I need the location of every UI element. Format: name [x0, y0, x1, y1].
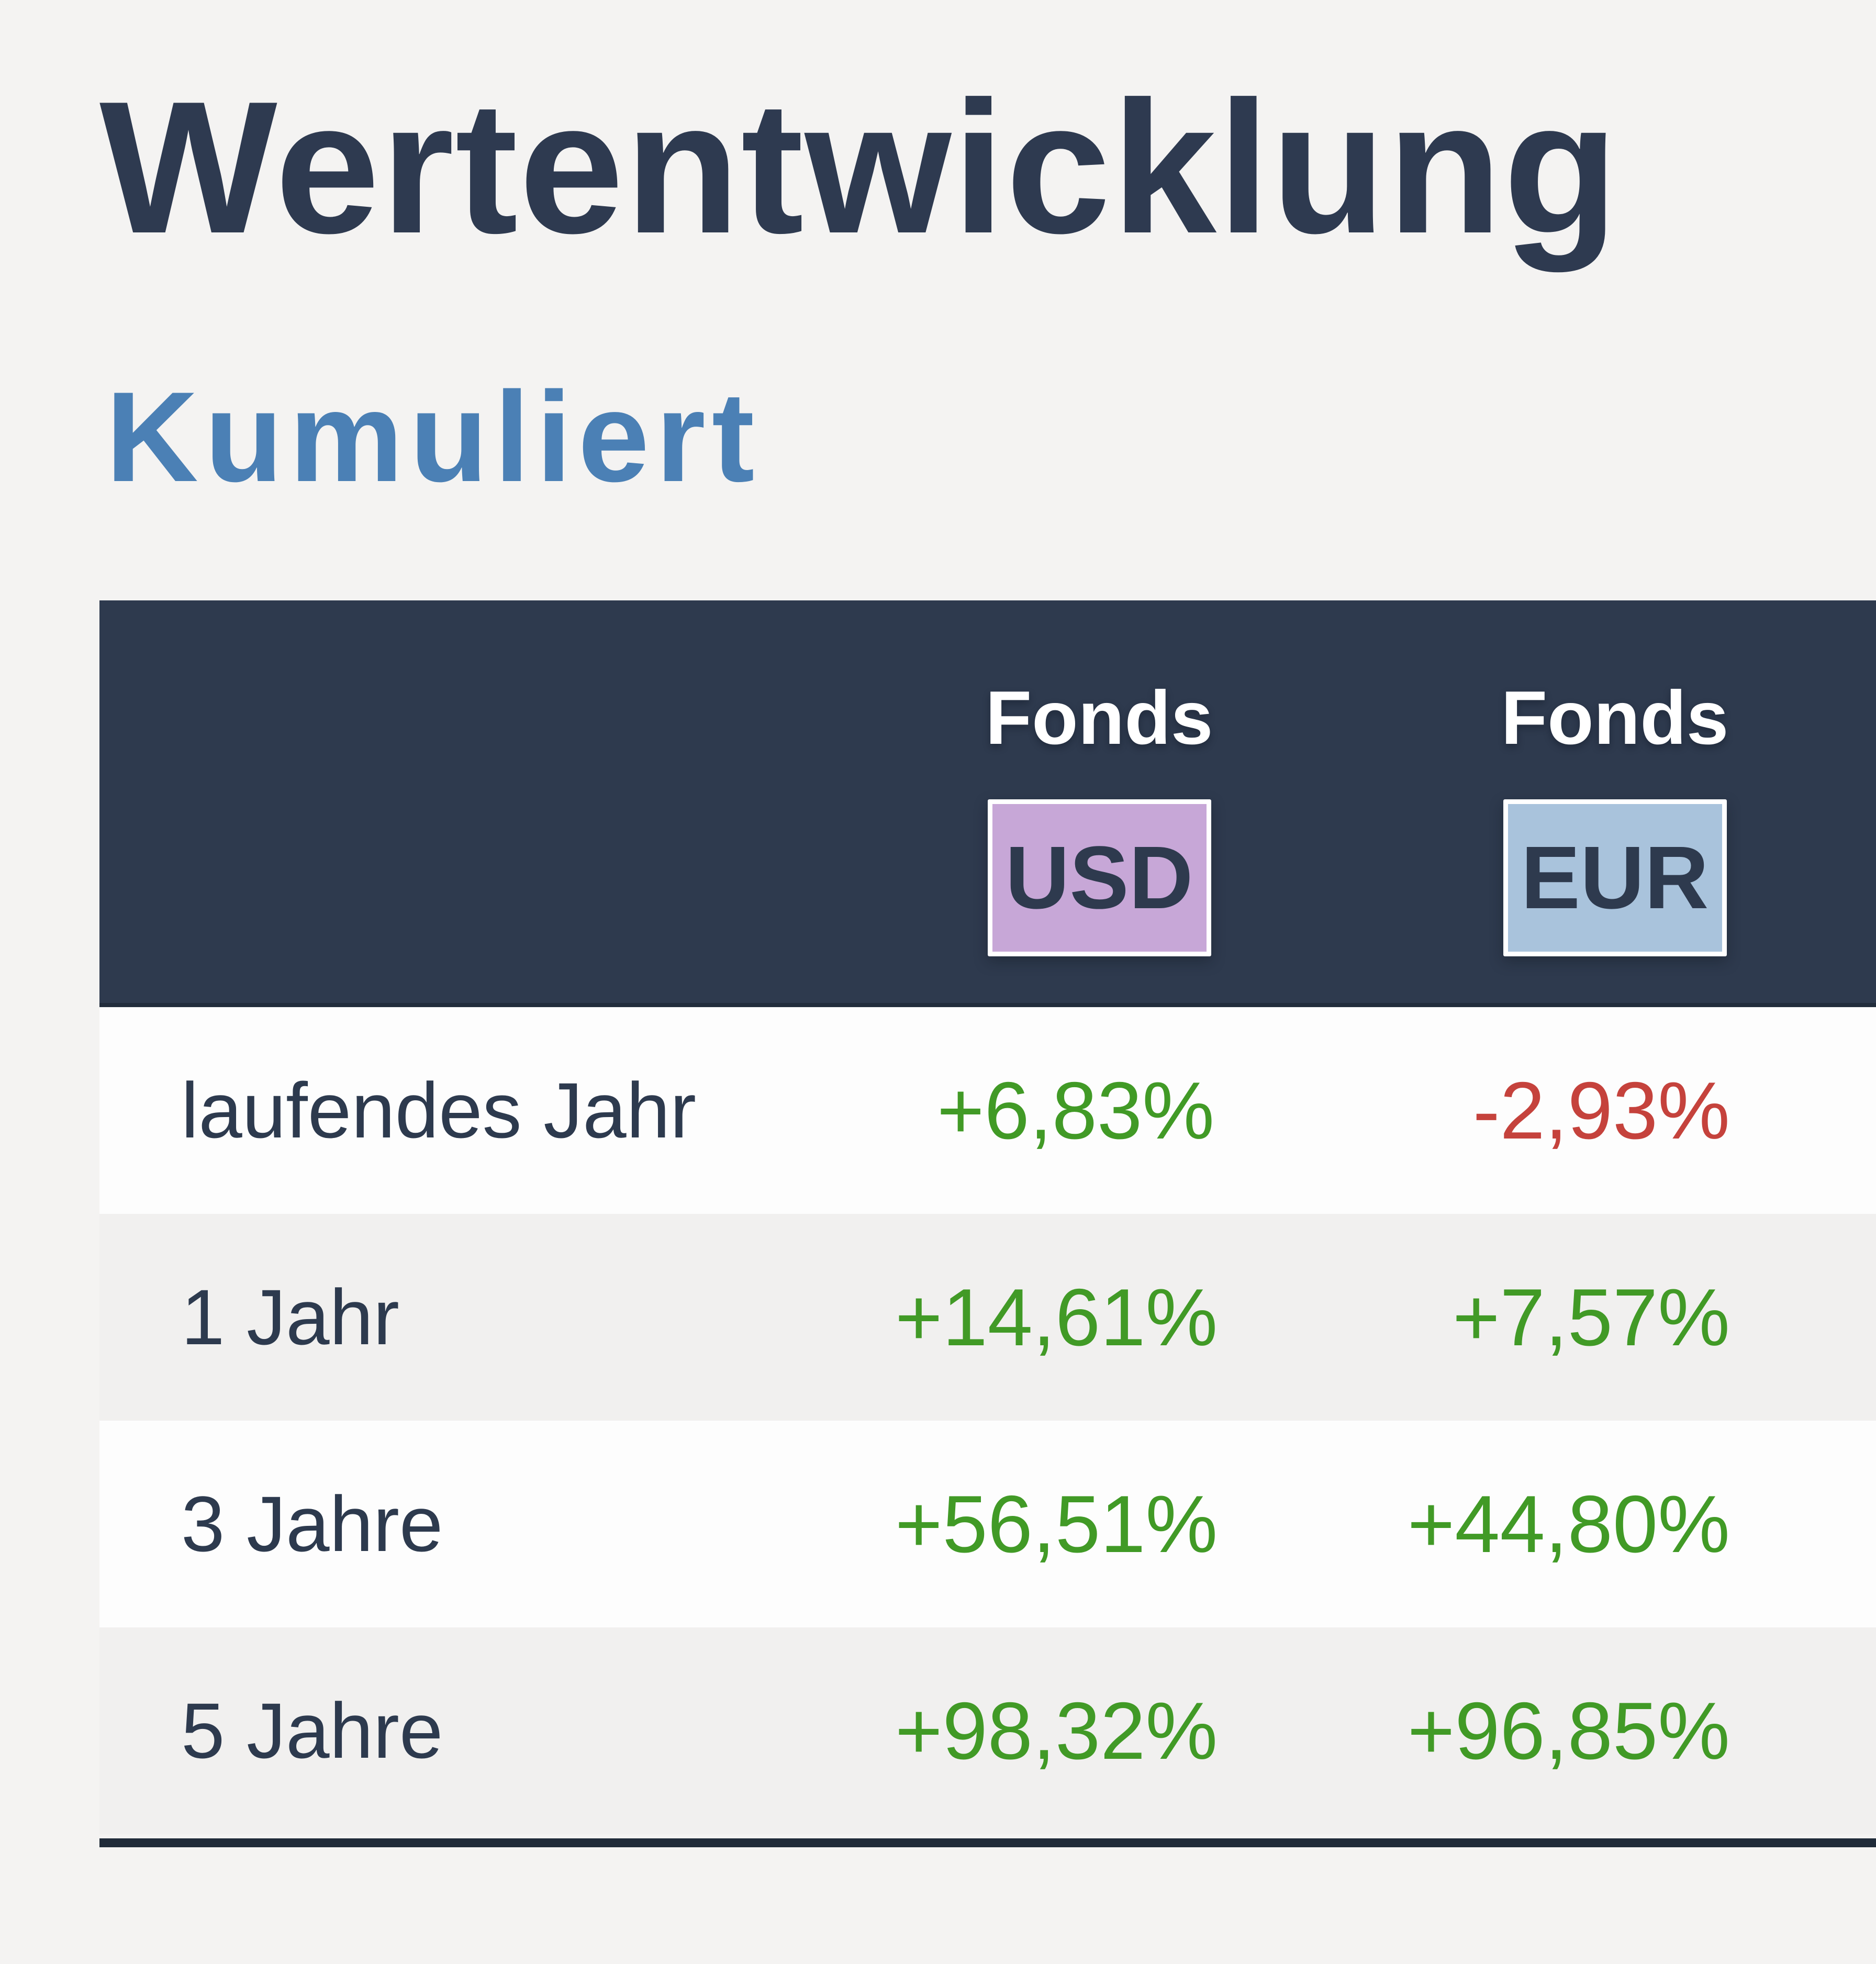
- currency-code-eur: EUR: [1521, 828, 1709, 928]
- column-header-fonds-usd: Fonds USD: [984, 600, 1214, 956]
- period-label: laufendes Jahr: [181, 1066, 697, 1154]
- currency-badge-eur: EUR: [1503, 799, 1727, 956]
- currency-code-usd: USD: [1005, 828, 1193, 928]
- value-eur: +44,80%: [1407, 1478, 1730, 1569]
- value-eur: +7,57%: [1452, 1271, 1730, 1363]
- table-row: 3 Jahre +56,51% +44,80%: [99, 1421, 1876, 1627]
- bottom-rule: [99, 1838, 1876, 1847]
- currency-badge-usd: USD: [987, 799, 1211, 956]
- value-eur: +96,85%: [1407, 1685, 1730, 1776]
- value-usd: +14,61%: [895, 1271, 1218, 1363]
- table-header: Fonds USD Fonds EUR: [99, 600, 1876, 1007]
- value-eur: -2,93%: [1472, 1065, 1730, 1156]
- period-label: 3 Jahre: [181, 1480, 443, 1568]
- value-usd: +56,51%: [895, 1478, 1218, 1569]
- page-title: Wertentwicklung: [99, 62, 1620, 273]
- period-label: 1 Jahr: [181, 1273, 399, 1361]
- table-row: 1 Jahr +14,61% +7,57%: [99, 1214, 1876, 1421]
- section-subtitle: Kumuliert: [106, 365, 761, 508]
- column-label-fonds: Fonds: [1501, 675, 1729, 760]
- value-usd: +98,32%: [895, 1685, 1218, 1776]
- column-header-fonds-eur: Fonds EUR: [1500, 600, 1730, 956]
- column-label-fonds: Fonds: [985, 675, 1213, 760]
- value-usd: +6,83%: [936, 1065, 1214, 1156]
- table-row: 5 Jahre +98,32% +96,85%: [99, 1627, 1876, 1834]
- performance-table: Fonds USD Fonds EUR laufendes Jahr +6,83…: [99, 600, 1876, 1834]
- period-label: 5 Jahre: [181, 1687, 443, 1775]
- table-row: laufendes Jahr +6,83% -2,93%: [99, 1007, 1876, 1214]
